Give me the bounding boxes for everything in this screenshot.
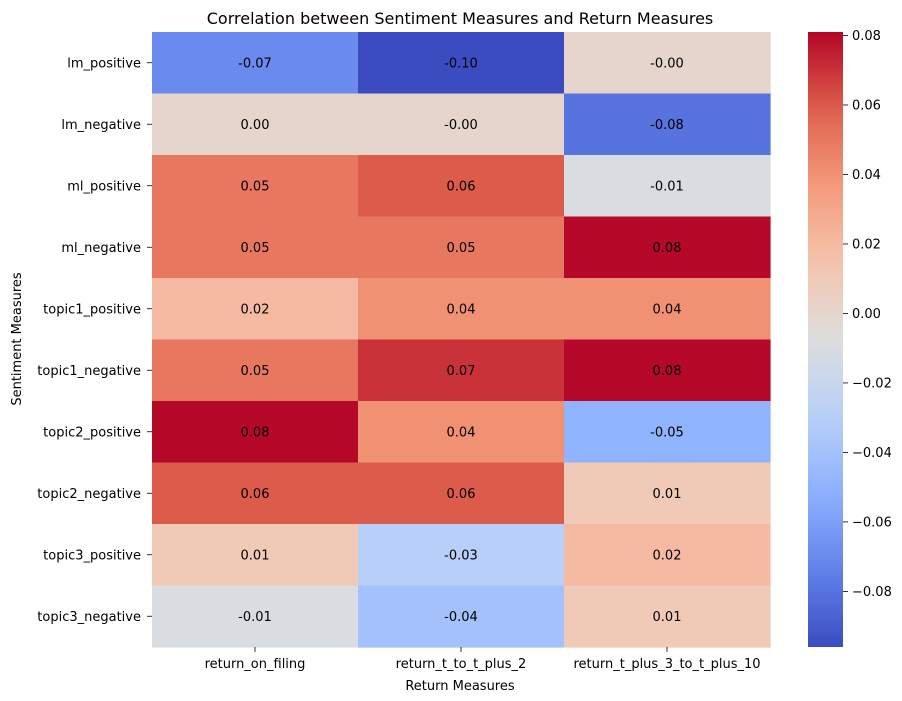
- heatmap-cell: [564, 93, 771, 156]
- cell-value-label: 0.05: [241, 179, 270, 194]
- y-tick-label: ml_positive: [67, 179, 141, 194]
- heatmap-cell: [152, 155, 359, 218]
- cell-value-label: 0.04: [653, 302, 682, 317]
- heatmap-cell: [152, 278, 359, 341]
- cell-value-label: -0.03: [444, 548, 478, 563]
- heatmap-cell: [564, 155, 771, 218]
- cell-value-label: 0.08: [241, 425, 270, 440]
- heatmap-cell: [358, 93, 565, 156]
- x-axis-label: Return Measures: [405, 679, 515, 694]
- heatmap-cell: [358, 216, 565, 279]
- cell-value-label: -0.00: [650, 56, 684, 71]
- colorbar: [808, 32, 843, 647]
- heatmap-cells: [152, 32, 771, 648]
- cell-value-label: 0.06: [447, 487, 476, 502]
- y-tick-label: topic3_negative: [37, 610, 141, 625]
- heatmap-cell: [358, 339, 565, 402]
- colorbar-tick-label: 0.06: [852, 98, 881, 113]
- cell-value-label: 0.08: [653, 364, 682, 379]
- heatmap-cell: [152, 339, 359, 402]
- x-tick-labels: return_on_filing return_t_to_t_plus_2 retu…: [205, 647, 761, 672]
- y-tick-label: ml_negative: [61, 241, 141, 256]
- cell-value-label: 0.05: [241, 364, 270, 379]
- cell-value-label: -0.07: [238, 56, 272, 71]
- cell-value-label: -0.01: [238, 610, 272, 625]
- heatmap-cell: [564, 339, 771, 402]
- cell-value-label: 0.05: [447, 241, 476, 256]
- cell-value-label: 0.01: [653, 487, 682, 502]
- colorbar-tick-label: −0.06: [852, 515, 892, 530]
- cell-value-label: 0.01: [653, 610, 682, 625]
- y-axis-label: Sentiment Measures: [10, 272, 25, 406]
- cell-value-label: -0.00: [444, 118, 478, 133]
- heatmap-cell: [564, 32, 771, 95]
- colorbar-tick-label: −0.02: [852, 376, 892, 391]
- cell-value-label: -0.01: [650, 179, 684, 194]
- y-tick-label: lm_negative: [61, 118, 141, 133]
- y-tick-label: lm_positive: [67, 56, 141, 71]
- cell-value-label: 0.05: [241, 241, 270, 256]
- colorbar-tick-label: 0.00: [852, 307, 881, 322]
- cell-value-label: 0.00: [241, 118, 270, 133]
- colorbar-tick-label: 0.04: [852, 168, 881, 183]
- heatmap-cell: [564, 585, 771, 648]
- cell-value-label: -0.08: [650, 118, 684, 133]
- heatmap-cell: [358, 155, 565, 218]
- heatmap-cell: [152, 216, 359, 279]
- y-tick-label: topic2_positive: [43, 425, 141, 440]
- heatmap-cell: [152, 585, 359, 648]
- heatmap-cell: [564, 401, 771, 464]
- cell-value-label: 0.04: [447, 302, 476, 317]
- heatmap-cell: [358, 401, 565, 464]
- heatmap-cell: [152, 93, 359, 156]
- x-tick-label: return_on_filing: [205, 657, 306, 672]
- heatmap-cell: [564, 524, 771, 587]
- cell-value-label: -0.05: [650, 425, 684, 440]
- heatmap-cell: [564, 462, 771, 525]
- colorbar-tick-label: 0.08: [852, 29, 881, 44]
- cell-value-label: 0.02: [653, 548, 682, 563]
- chart-title: Correlation between Sentiment Measures a…: [207, 9, 714, 28]
- heatmap-cell: [152, 32, 359, 95]
- heatmap-cell: [152, 524, 359, 587]
- colorbar-tick-label: −0.04: [852, 446, 892, 461]
- cell-value-label: 0.06: [447, 179, 476, 194]
- y-tick-label: topic3_positive: [43, 548, 141, 563]
- colorbar-tick-label: 0.02: [852, 237, 881, 252]
- heatmap-cell: [564, 278, 771, 341]
- cell-value-label: -0.10: [444, 56, 478, 71]
- cell-value-label: 0.08: [653, 241, 682, 256]
- cell-value-label: -0.04: [444, 610, 478, 625]
- x-tick-label: return_t_to_t_plus_2: [396, 657, 527, 672]
- heatmap-cell: [358, 462, 565, 525]
- y-tick-label: topic1_positive: [43, 302, 141, 317]
- heatmap-cell: [358, 278, 565, 341]
- cell-value-label: 0.06: [241, 487, 270, 502]
- x-tick-label: return_t_plus_3_to_t_plus_10: [573, 657, 760, 672]
- cell-value-label: 0.04: [447, 425, 476, 440]
- y-tick-label: topic1_negative: [37, 364, 141, 379]
- heatmap-cell: [564, 216, 771, 279]
- colorbar-ticks: 0.08 0.06 0.04 0.02 0.00 −0.02 −0.04 −0.06 −0.08: [843, 29, 892, 600]
- heatmap-cell: [358, 585, 565, 648]
- heatmap-cell-labels: -0.07 -0.10 -0.00 0.00 -0.00 -0.08 0.05 0.06 -0.…: [238, 56, 684, 625]
- heatmap-cell: [152, 462, 359, 525]
- heatmap-cell: [152, 401, 359, 464]
- heatmap-cell: [358, 524, 565, 587]
- cell-value-label: 0.07: [447, 364, 476, 379]
- cell-value-label: 0.02: [241, 302, 270, 317]
- y-tick-labels: lm_positive lm_negative ml_positive ml_nega…: [37, 56, 152, 625]
- cell-value-label: 0.01: [241, 548, 270, 563]
- y-tick-label: topic2_negative: [37, 487, 141, 502]
- colorbar-tick-label: −0.08: [852, 585, 892, 600]
- heatmap-cell: [358, 32, 565, 95]
